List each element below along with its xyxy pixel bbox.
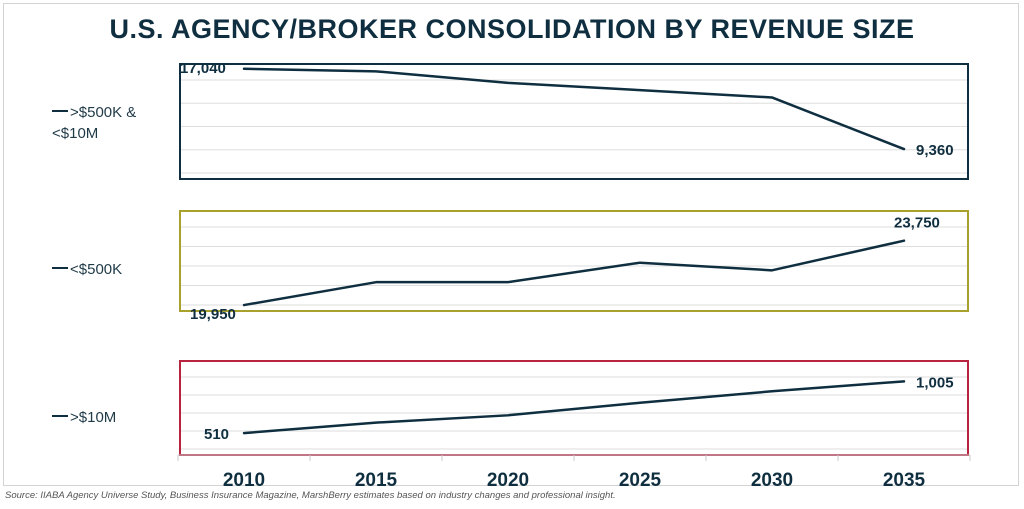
data-label: 23,750	[894, 215, 940, 232]
legend-line-icon	[52, 415, 68, 418]
x-tick-label: 2015	[355, 470, 398, 491]
legend-line-icon	[52, 110, 68, 113]
x-tick-label: 2025	[619, 470, 662, 491]
data-label: 9,360	[916, 142, 954, 159]
x-tick-label: 2010	[223, 470, 265, 491]
series-line	[242, 239, 906, 307]
x-tick-label: 2035	[883, 470, 926, 491]
legend-label: <$500K	[70, 261, 123, 278]
legend-label: >$10M	[70, 409, 117, 426]
source-note: Source: IIABA Agency Universe Study, Bus…	[5, 490, 616, 501]
series-line	[242, 380, 906, 435]
data-label: 19,950	[190, 306, 236, 323]
data-label: 510	[204, 426, 229, 443]
panel-border	[179, 210, 969, 312]
panel-border	[179, 63, 969, 180]
legend-line-icon	[52, 267, 68, 270]
data-label: 17,040	[180, 60, 226, 77]
legend-label: <$10M	[52, 125, 99, 142]
x-tick-label: 2020	[487, 470, 529, 491]
x-tick-label: 2030	[751, 470, 793, 491]
legend-mid-revenue: >$500K & <$10M	[52, 102, 136, 144]
chart-frame	[3, 3, 1019, 486]
data-label: 1,005	[916, 374, 954, 391]
legend-large-revenue: >$10M	[52, 407, 116, 428]
chart-title: U.S. AGENCY/BROKER CONSOLIDATION BY REVE…	[109, 14, 915, 44]
legend-small-revenue: <$500K	[52, 259, 122, 280]
series-line	[242, 67, 906, 151]
legend-label: >$500K &	[70, 104, 137, 121]
